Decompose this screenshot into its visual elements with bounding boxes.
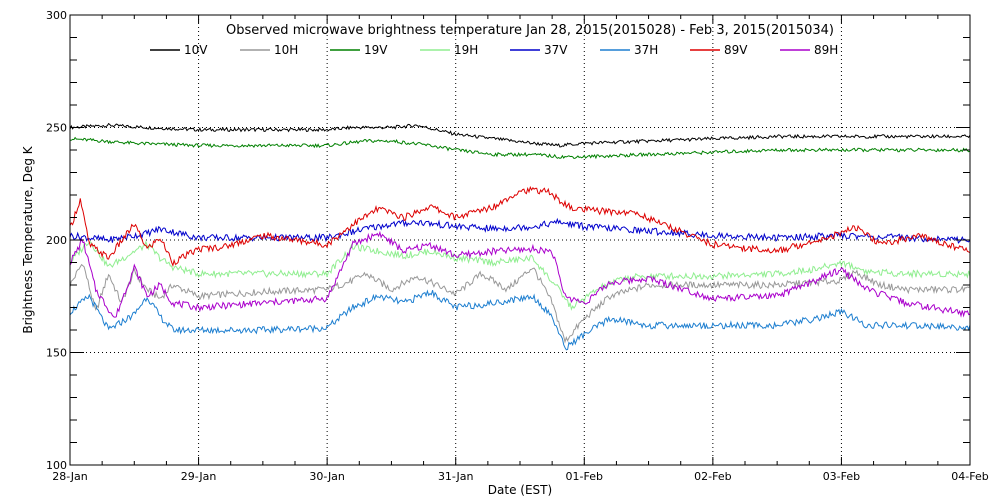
series-line-89h (69, 230, 971, 318)
series-line-37v (69, 217, 971, 244)
x-tick-label: 30-Jan (309, 470, 345, 483)
x-tick-label: 04-Feb (951, 470, 988, 483)
legend-label-37v: 37V (544, 43, 568, 57)
grid-layer (70, 15, 970, 465)
series-line-37h (69, 289, 971, 351)
x-tick-label: 29-Jan (181, 470, 217, 483)
label-layer: 28-Jan 29-Jan 30-Jan 31-Jan 01-Feb 02-Feb 03-F… (46, 9, 989, 483)
series-line-19h (69, 240, 971, 311)
series-line-10h (69, 263, 971, 344)
chart-title: Observed microwave brightness temperatur… (226, 23, 834, 38)
legend: 10V 10H 19V 19H 37V 37H 89V 89H (150, 43, 838, 57)
legend-label-89v: 89V (724, 43, 748, 57)
x-tick-label: 01-Feb (566, 470, 603, 483)
y-tick-label: 200 (46, 234, 67, 247)
legend-label-19v: 19V (364, 43, 388, 57)
legend-label-10h: 10H (274, 43, 298, 57)
legend-label-19h: 19H (454, 43, 478, 57)
series-line-19v (70, 136, 971, 160)
x-axis-title: Date (EST) (488, 483, 552, 497)
y-tick-label: 250 (46, 122, 67, 135)
x-tick-label: 02-Feb (694, 470, 731, 483)
tick-layer (69, 14, 971, 466)
legend-label-89h: 89H (814, 43, 838, 57)
y-axis-title: Brightness Temperature, Deg K (21, 145, 35, 333)
y-tick-label: 150 (46, 347, 67, 360)
x-tick-label: 31-Jan (438, 470, 474, 483)
x-tick-label: 03-Feb (823, 470, 860, 483)
legend-label-10v: 10V (184, 43, 208, 57)
x-tick-label: 28-Jan (52, 470, 88, 483)
series-layer (69, 122, 971, 351)
series-line-89v (69, 185, 971, 268)
y-tick-label: 300 (46, 9, 67, 22)
series-line-10v (69, 122, 971, 148)
y-tick-label: 100 (46, 459, 67, 472)
legend-label-37h: 37H (634, 43, 658, 57)
